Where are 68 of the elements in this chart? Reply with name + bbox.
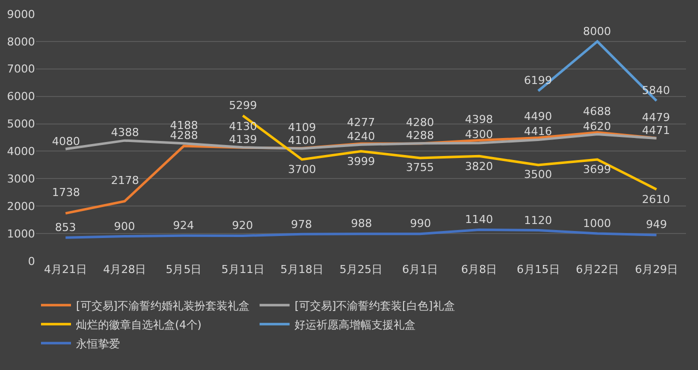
data-label: 1000	[583, 217, 611, 230]
x-tick-label: 4月28日	[103, 263, 146, 276]
data-label: 2178	[111, 174, 139, 187]
data-label: 1738	[52, 186, 80, 199]
y-tick-label: 0	[28, 254, 35, 268]
data-label: 4471	[642, 124, 670, 137]
data-label: 1140	[465, 213, 493, 226]
data-label: 3999	[347, 155, 375, 168]
data-label: 988	[351, 217, 372, 230]
legend-label: 好运祈愿高增幅支援礼盒	[294, 318, 416, 332]
data-label: 8000	[583, 25, 611, 38]
data-label: 4300	[465, 128, 493, 141]
data-label: 4688	[583, 105, 611, 118]
y-tick-label: 5000	[7, 118, 35, 131]
x-tick-label: 5月11日	[221, 263, 264, 276]
y-tick-label: 2000	[7, 200, 35, 213]
y-tick-label: 7000	[7, 62, 35, 76]
data-label: 920	[232, 219, 253, 232]
x-tick-label: 5月25日	[340, 263, 382, 276]
data-label: 4080	[52, 135, 80, 148]
legend-label: [可交易]不渝誓约套装[白色]礼盒	[294, 299, 455, 312]
data-label: 4288	[406, 129, 434, 142]
legend-label: [可交易]不渝誓约婚礼装扮套装礼盒	[76, 299, 250, 312]
x-tick-label: 5月5日	[166, 263, 202, 276]
data-label: 949	[646, 218, 667, 231]
data-label: 978	[291, 218, 312, 231]
data-label: 2610	[642, 193, 670, 206]
data-label: 4277	[347, 116, 375, 129]
y-tick-label: 4000	[7, 145, 35, 158]
data-label: 4188	[170, 119, 198, 132]
legend-label: 永恒挚爱	[76, 337, 120, 350]
legend-label: 灿烂的徽章自选礼盒(4个)	[76, 318, 202, 332]
x-tick-label: 6月29日	[634, 263, 678, 276]
data-label: 3699	[583, 163, 611, 176]
x-tick-label: 6月8日	[461, 263, 498, 276]
data-label: 4490	[524, 110, 552, 123]
data-label: 4288	[170, 129, 198, 142]
y-tick-label: 1000	[7, 227, 35, 240]
data-label: 4139	[229, 133, 257, 146]
data-label: 3700	[288, 163, 316, 176]
data-label: 3820	[465, 160, 493, 173]
data-label: 900	[114, 220, 135, 233]
y-tick-label: 6000	[7, 90, 35, 104]
data-label: 990	[410, 217, 431, 230]
data-label: 4109	[288, 121, 316, 134]
data-label: 4620	[583, 120, 611, 133]
data-label: 4416	[524, 125, 552, 138]
data-label: 924	[173, 219, 194, 232]
data-label: 5299	[229, 99, 257, 112]
data-label: 1120	[524, 214, 552, 227]
data-label: 3500	[524, 168, 552, 181]
x-tick-label: 6月15日	[516, 263, 560, 276]
x-tick-label: 6月22日	[576, 263, 619, 276]
data-label: 4388	[111, 126, 139, 139]
data-label: 4479	[642, 111, 670, 124]
x-tick-label: 4月21日	[44, 263, 88, 276]
x-tick-label: 5月18日	[280, 263, 324, 276]
y-tick-label: 8000	[7, 35, 35, 48]
data-label: 3755	[406, 161, 434, 174]
y-tick-label: 9000	[7, 8, 35, 21]
data-label: 4280	[406, 116, 434, 129]
data-label: 4240	[347, 130, 375, 143]
x-tick-label: 6月1日	[402, 263, 438, 276]
data-label: 853	[55, 221, 76, 234]
data-label: 4100	[288, 134, 316, 147]
data-label: 4398	[465, 113, 493, 126]
data-label: 4130	[229, 120, 257, 133]
y-tick-label: 3000	[7, 172, 35, 186]
